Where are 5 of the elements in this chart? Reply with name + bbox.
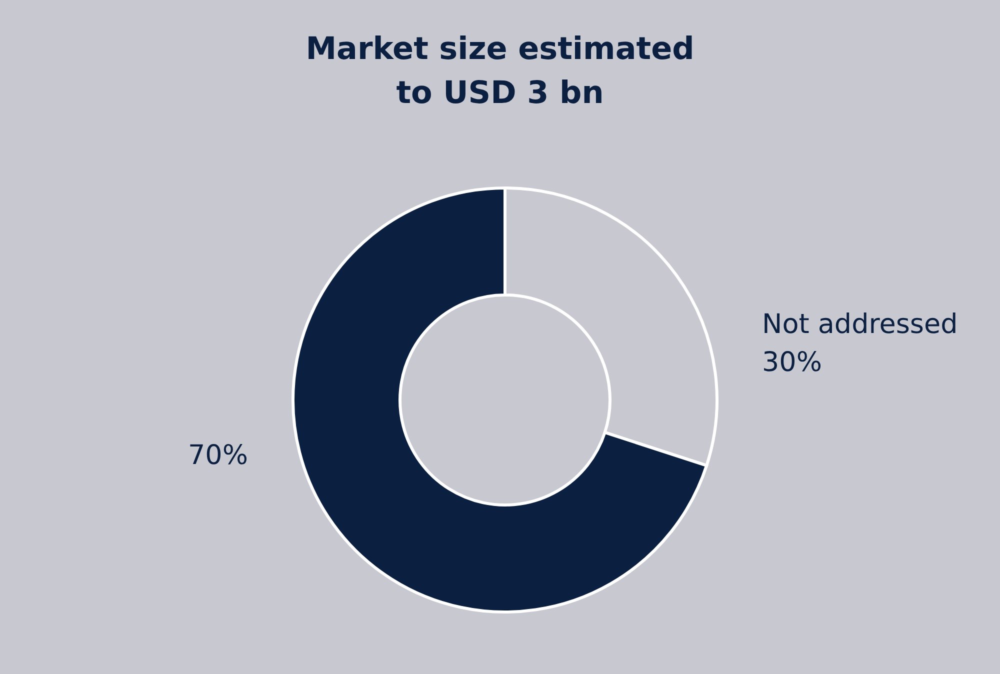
text: to USD 3 bn — [396, 75, 604, 111]
data-label: 30% — [762, 346, 822, 378]
slice-label: Not addressed — [762, 308, 958, 340]
text: Market size estimated — [306, 31, 694, 67]
data-label: 70% — [188, 440, 248, 472]
